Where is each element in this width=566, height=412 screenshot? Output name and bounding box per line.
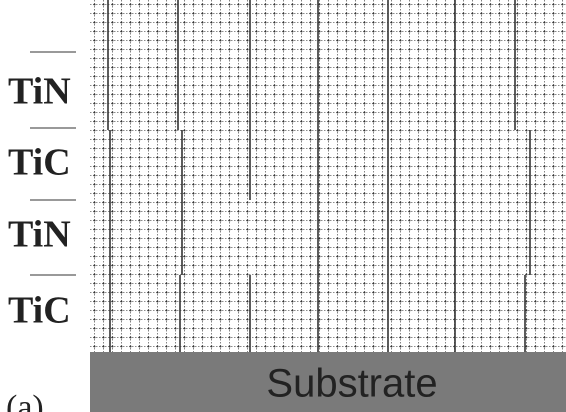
substrate-label: Substrate xyxy=(266,362,437,406)
substrate xyxy=(90,352,566,412)
layer-label: TiN xyxy=(8,214,71,256)
grain-boundaries xyxy=(107,0,531,352)
lattice xyxy=(90,0,566,352)
panel-label: (a) xyxy=(6,389,44,412)
layer-label: TiN xyxy=(8,71,71,113)
layer-label: TiC xyxy=(8,142,71,184)
layer-label: TiC xyxy=(8,290,71,332)
layer-separators xyxy=(30,51,76,276)
